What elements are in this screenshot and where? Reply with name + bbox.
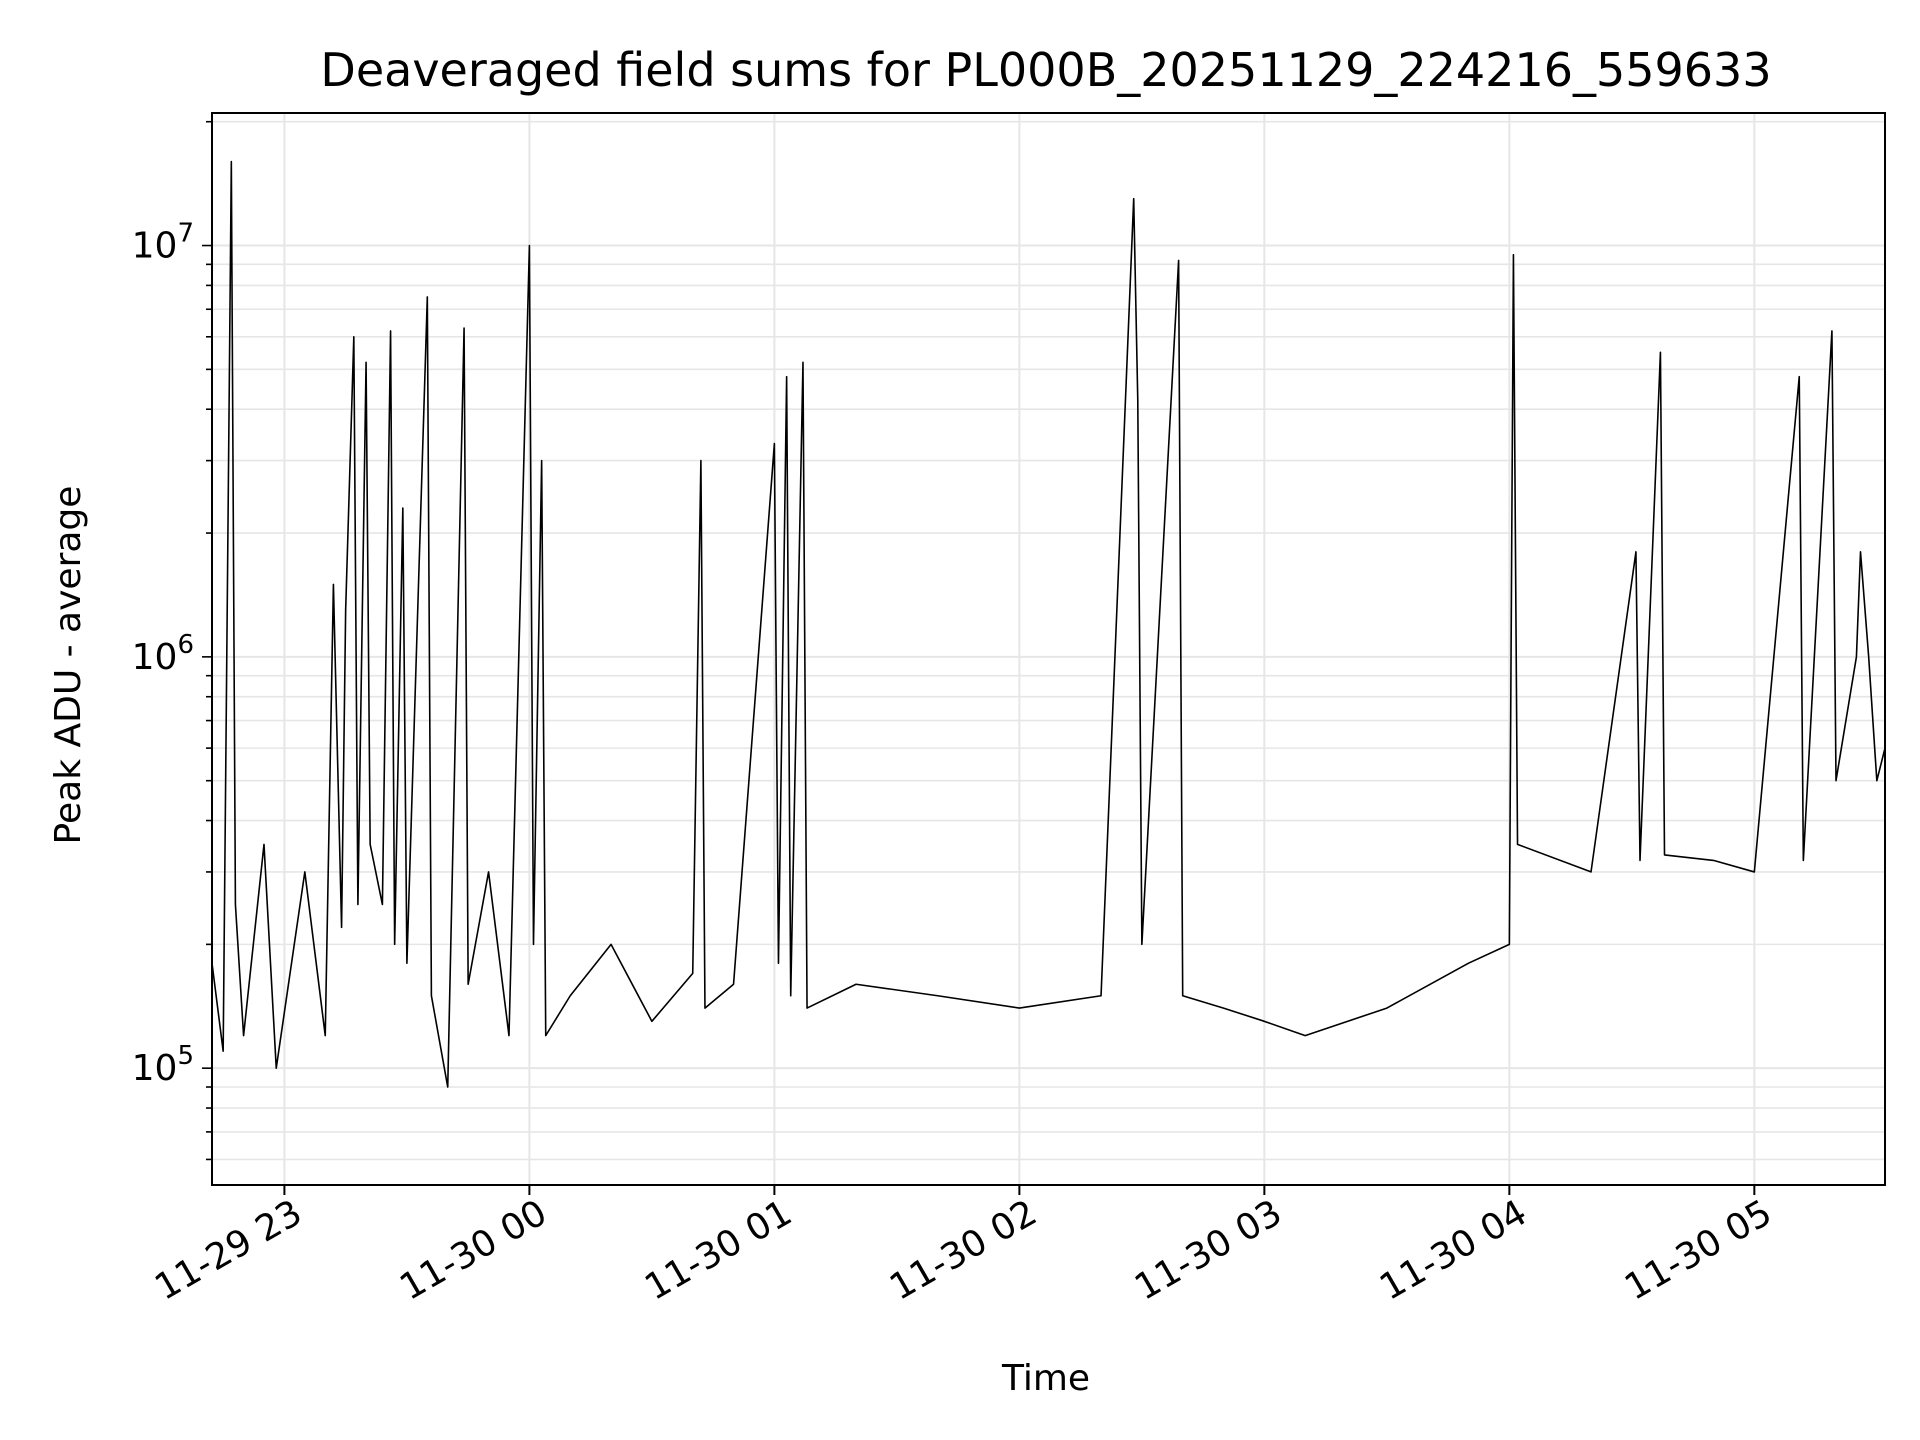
grid: [212, 113, 1885, 1185]
y-tick-label: 107: [132, 219, 194, 267]
x-axis-label: Time: [1001, 1358, 1090, 1399]
series-line-0: [211, 160, 1886, 1088]
y-tick-label: 106: [132, 630, 194, 678]
plot-frame: [211, 112, 1886, 1186]
y-tick-label: 105: [132, 1041, 194, 1089]
chart-title: Deaveraged field sums for PL000B_2025112…: [320, 43, 1771, 97]
series-layer: [211, 160, 1886, 1088]
y-axis-label: Peak ADU - average: [48, 486, 89, 845]
